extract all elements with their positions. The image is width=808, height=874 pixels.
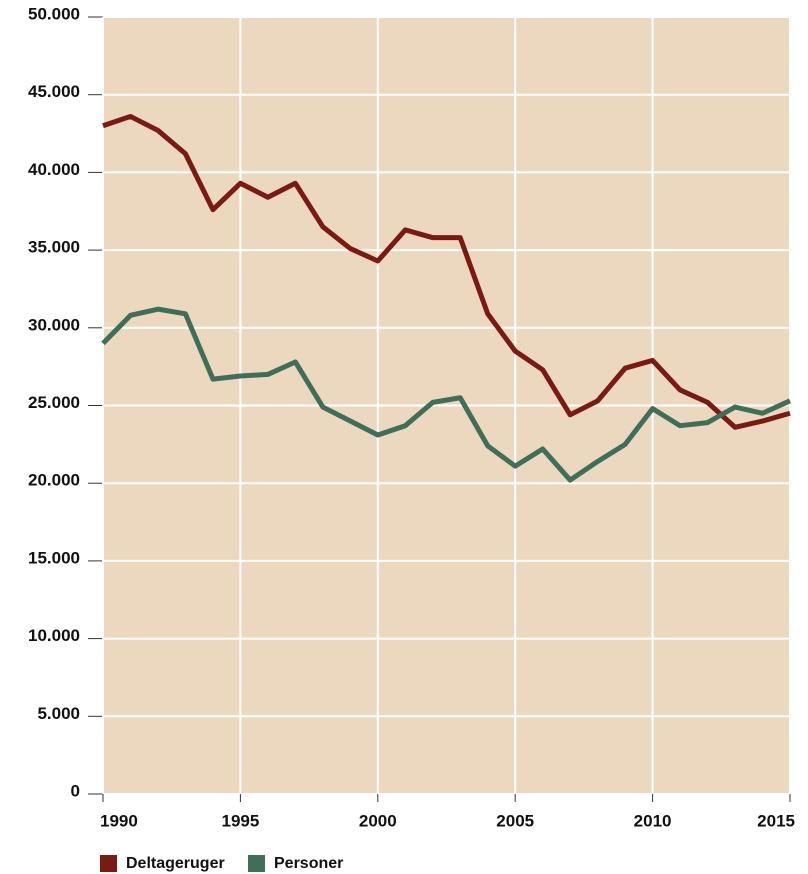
y-tick-label: 50.000: [28, 4, 80, 23]
legend-label: Deltageruger: [126, 855, 225, 872]
x-tick-label: 2000: [359, 811, 397, 830]
legend-swatch: [100, 855, 117, 872]
x-tick-label: 2010: [634, 811, 672, 830]
x-tick-label: 2005: [496, 811, 534, 830]
y-tick-label: 5.000: [37, 704, 80, 723]
y-tick-label: 25.000: [28, 393, 80, 412]
y-tick-label: 10.000: [28, 626, 80, 645]
y-tick-label: 40.000: [28, 160, 80, 179]
y-tick-label: 15.000: [28, 548, 80, 567]
x-tick-label: 1990: [100, 811, 138, 830]
series-line: [102, 113, 791, 430]
x-tick-label: 1995: [221, 811, 259, 830]
legend-swatch: [248, 855, 265, 872]
y-tick-label: 35.000: [28, 238, 80, 257]
y-tick-label: 20.000: [28, 471, 80, 490]
x-tick-label: 2015: [757, 811, 795, 830]
y-tick-label: 30.000: [28, 315, 80, 334]
legend-label: Personer: [274, 855, 343, 872]
series-line: [101, 306, 792, 483]
y-tick-label: 45.000: [28, 82, 80, 101]
y-tick-label: 0: [71, 781, 80, 800]
